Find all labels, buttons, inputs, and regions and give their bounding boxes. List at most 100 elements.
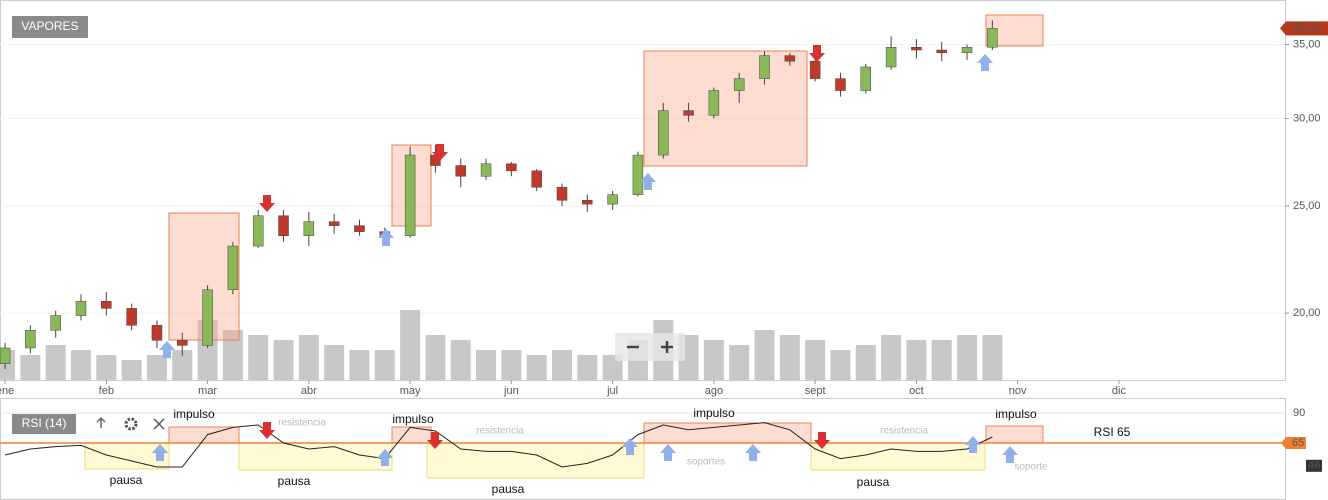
impulse-box: [168, 426, 240, 444]
volume-bar: [551, 350, 572, 380]
volume-bar: [324, 345, 345, 380]
candle-body: [987, 28, 998, 48]
candle-body: [75, 301, 87, 316]
volume-bar: [881, 335, 902, 380]
x-tick-label: ene: [0, 385, 14, 397]
candle-body: [683, 110, 694, 116]
buy-arrow: [152, 444, 168, 461]
volume-bar: [602, 355, 623, 380]
volume-bar: [729, 345, 750, 380]
volume-bar: [754, 330, 775, 380]
sell-arrow: [814, 432, 830, 449]
candle-body: [25, 330, 36, 349]
y-tick-label: 30,00: [1293, 112, 1321, 124]
candle-body: [227, 245, 239, 290]
volume-bar: [222, 330, 243, 380]
candle-body: [531, 170, 542, 188]
symbol-button[interactable]: VAPORES: [12, 16, 88, 38]
volume-bar: [71, 350, 92, 380]
rsi-last-tag: [1306, 459, 1322, 472]
buy-arrow: [640, 173, 656, 190]
buy-arrow: [622, 438, 638, 455]
x-tick-label: dic: [1112, 385, 1127, 397]
candle-body: [885, 47, 897, 68]
volume-bar: [906, 340, 927, 380]
rsi-line: [4, 422, 993, 468]
pause-box: [810, 442, 986, 471]
settings-icon[interactable]: [124, 417, 138, 431]
last-price-tag: [1280, 21, 1328, 36]
volume-bar: [931, 340, 952, 380]
annotation: resistencia: [476, 426, 524, 437]
impulse-box: [643, 50, 808, 167]
annotation: impulso: [995, 407, 1037, 421]
volume-bar: [374, 350, 395, 380]
annotation: pausa: [492, 482, 525, 496]
move-up-icon[interactable]: [96, 416, 106, 428]
impulse-box: [985, 425, 1044, 444]
candle-body: [177, 340, 188, 346]
candle-body: [278, 215, 289, 236]
buy-arrow: [378, 229, 394, 246]
candle-body: [632, 154, 644, 195]
annotation: pausa: [110, 473, 143, 487]
volume-bar: [96, 355, 117, 380]
candle-body: [328, 221, 340, 226]
volume-bar: [298, 335, 319, 380]
buy-arrow: [1002, 446, 1018, 463]
zoom-in[interactable]: [661, 341, 673, 353]
candle-body: [151, 325, 163, 341]
buy-arrow: [377, 449, 393, 466]
candle-body: [658, 110, 669, 156]
rsi-label: RSI (14): [22, 416, 67, 430]
buy-arrow: [159, 341, 175, 358]
annotation: impulso: [392, 412, 434, 426]
rsi-last-label: 46: [1308, 460, 1320, 472]
y-tick-label: 20,00: [1293, 307, 1321, 319]
annotation: resistencia: [278, 418, 326, 429]
pause-box: [84, 442, 170, 470]
candle-body: [506, 163, 517, 172]
sell-arrow: [259, 195, 275, 212]
volume-bar: [425, 335, 446, 380]
x-tick-label: feb: [99, 385, 114, 397]
buy-arrow: [977, 54, 993, 71]
x-tick-label: may: [400, 385, 421, 397]
close-icon[interactable]: [153, 418, 165, 430]
candle-body: [759, 55, 770, 79]
x-tick-label: mar: [198, 385, 217, 397]
buy-arrow: [745, 444, 761, 461]
candle-body: [556, 186, 568, 201]
level-label: 65: [1292, 437, 1304, 449]
candle-body: [0, 347, 11, 364]
candle-body: [480, 163, 492, 177]
volume-bar: [830, 350, 851, 380]
candle-body: [50, 315, 61, 331]
annotation: RSI 65: [1094, 425, 1131, 439]
rsi-button[interactable]: RSI (14): [12, 414, 76, 434]
volume-bar: [957, 335, 978, 380]
candle-body: [784, 55, 796, 62]
candle-body: [101, 301, 112, 309]
volume-bar: [526, 355, 547, 380]
candle-body: [860, 66, 872, 91]
sell-arrow: [432, 144, 448, 161]
candle-body: [607, 194, 618, 205]
x-tick-label: abr: [301, 385, 317, 397]
level-tag: [1281, 437, 1306, 449]
x-tick-label: nov: [1009, 385, 1027, 397]
sell-arrow: [259, 422, 275, 439]
candle-body: [835, 78, 846, 91]
annotation: resistencia: [880, 426, 928, 437]
zoom-panel: [615, 333, 685, 361]
volume-bar: [855, 345, 876, 380]
volume-bar: [349, 350, 370, 380]
annotation: impulso: [173, 407, 215, 421]
annotation: soporte: [1014, 462, 1048, 473]
candle-body: [582, 200, 593, 205]
candle-body: [354, 225, 365, 232]
volume-bar: [805, 340, 826, 380]
candle-body: [404, 154, 416, 236]
sell-arrow: [809, 45, 825, 62]
